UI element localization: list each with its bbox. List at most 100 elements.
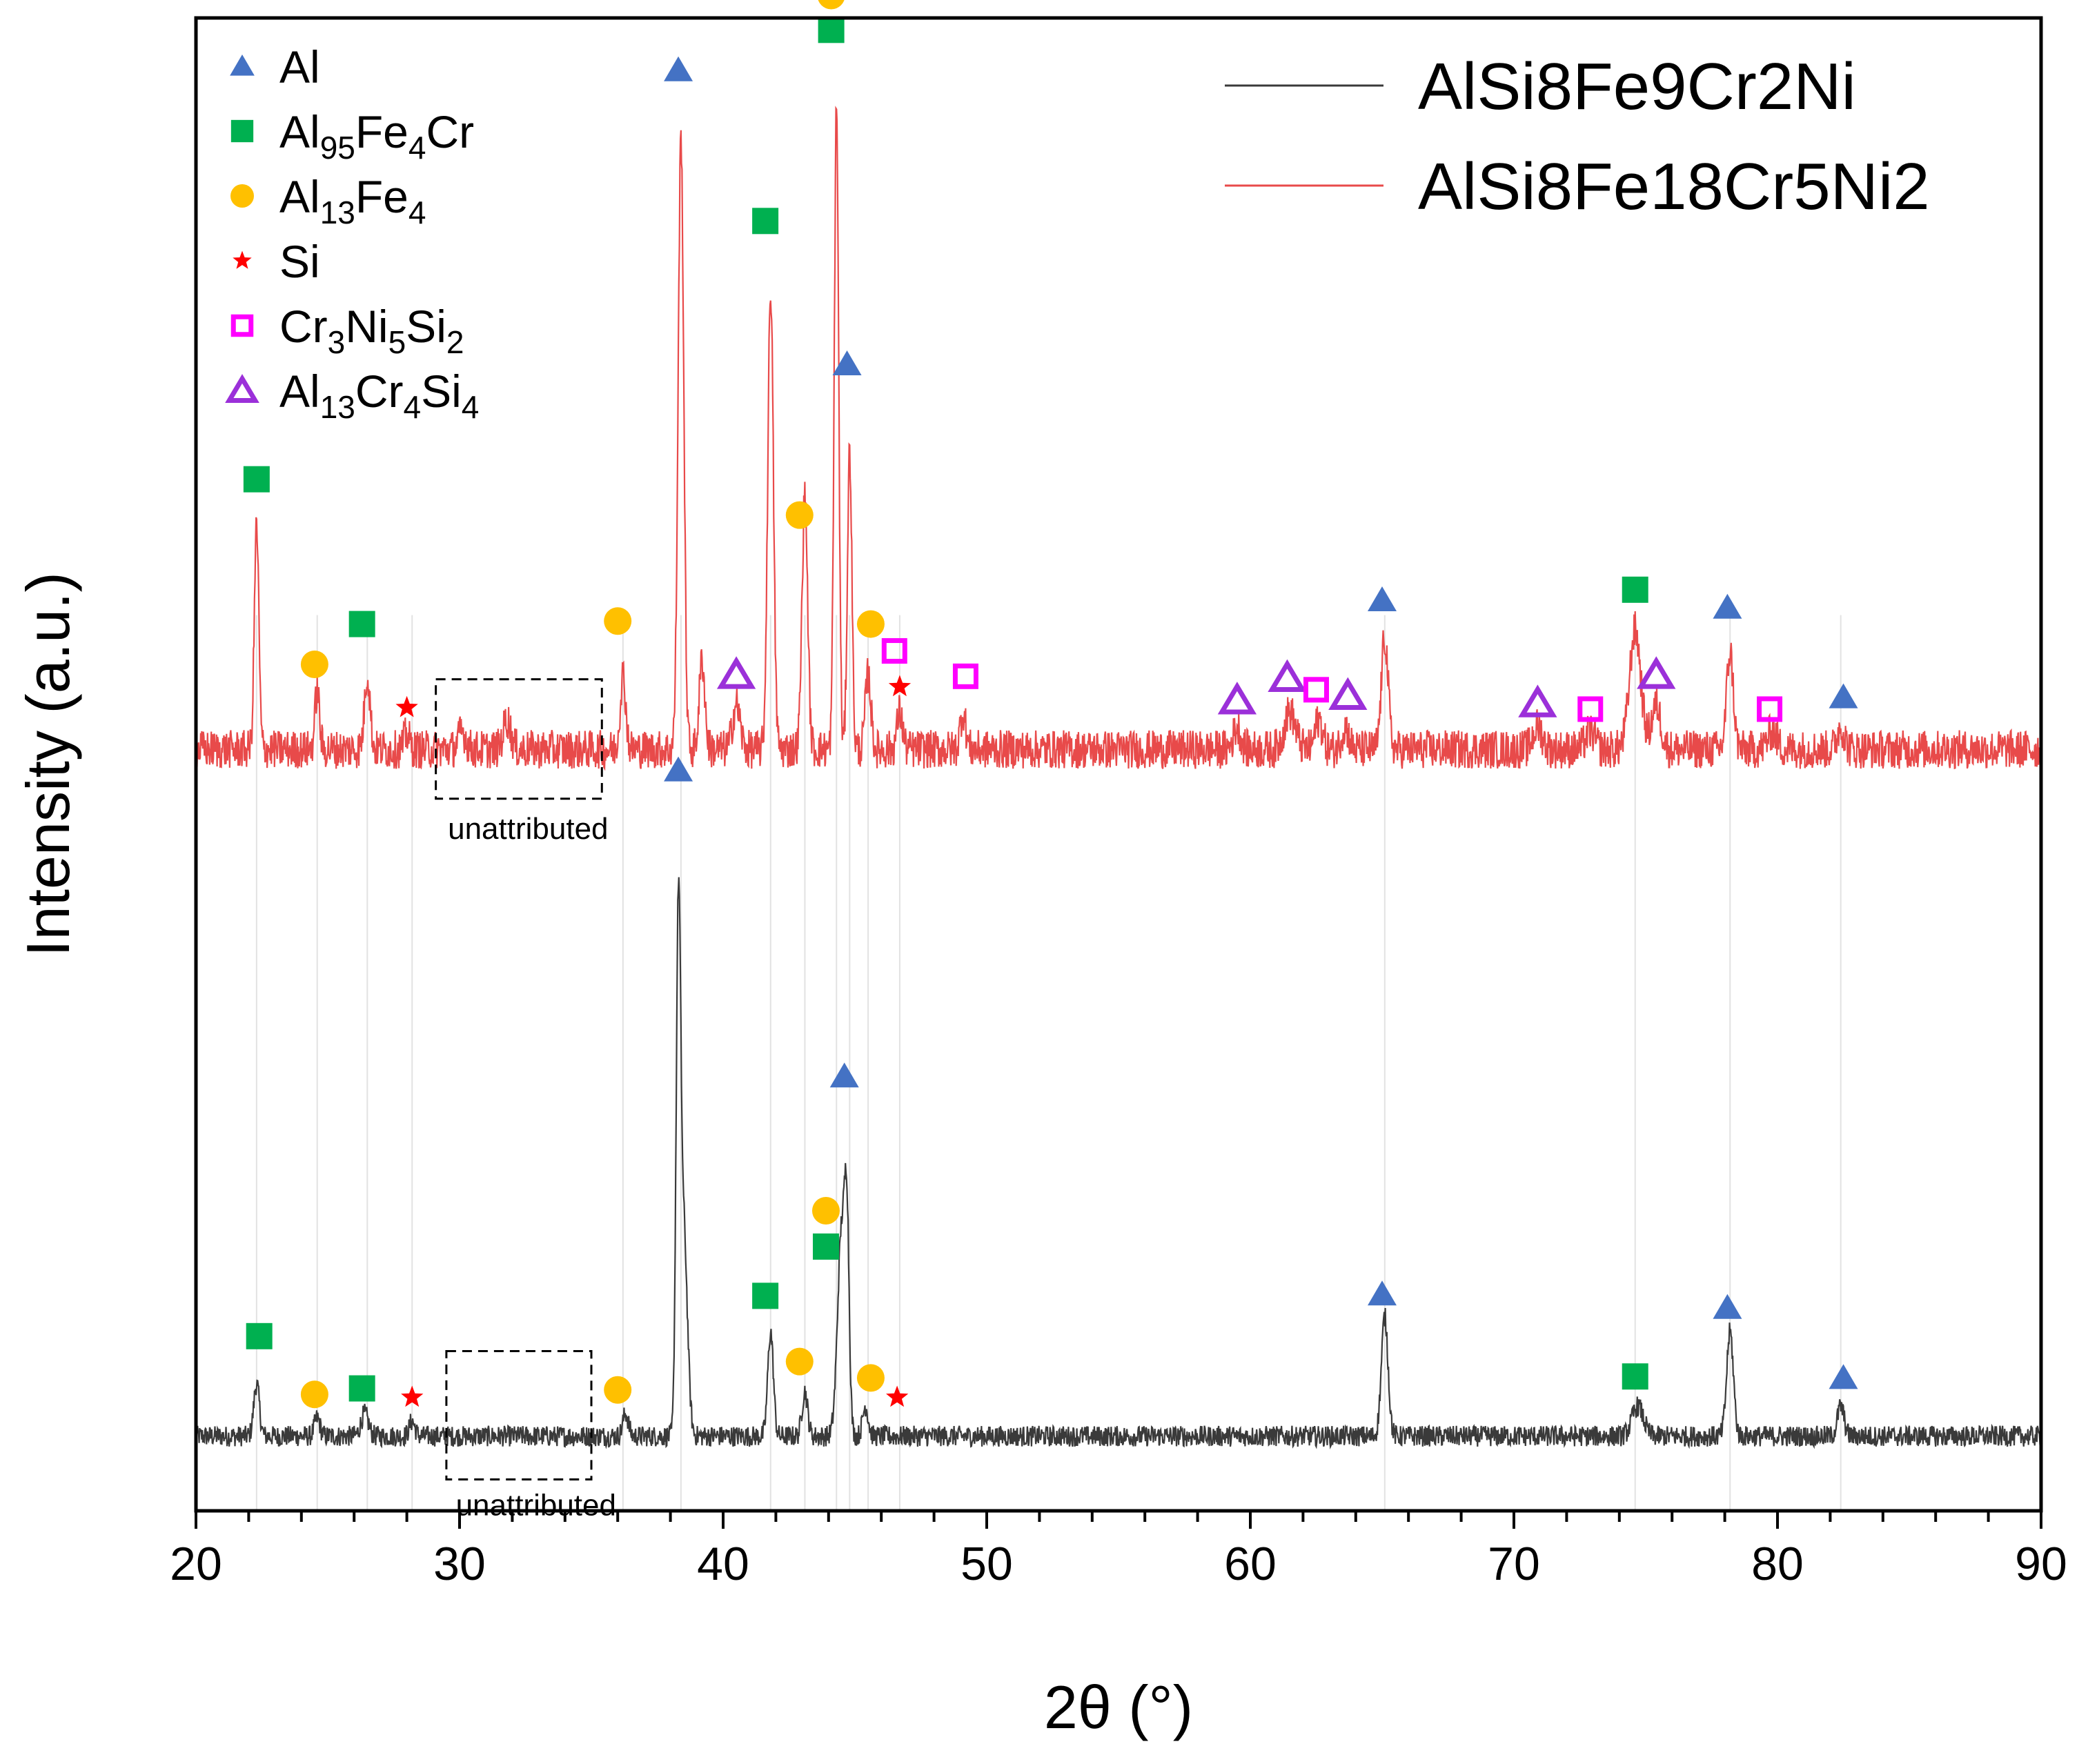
legend-subscript: 13	[320, 195, 355, 230]
annotation-label: unattributed	[456, 1488, 616, 1522]
y-axis-title: Intensity (a.u.)	[14, 572, 82, 957]
phase-markers	[243, 0, 1858, 1409]
open-triangle-marker	[1268, 659, 1307, 692]
circle-marker	[811, 1197, 840, 1225]
legend-label: Cr3Ni5Si2	[279, 301, 464, 360]
series-line	[195, 877, 2042, 1449]
triangle-marker	[1368, 586, 1397, 611]
x-tick-label: 30	[433, 1538, 486, 1590]
circle-marker	[856, 1364, 885, 1392]
open-triangle-marker	[1637, 656, 1676, 689]
circle-marker	[604, 607, 632, 635]
legend-text-part: Al	[279, 106, 320, 157]
legend-subscript: 4	[404, 389, 422, 425]
legend-subscript: 4	[408, 130, 426, 166]
legend-subscript: 2	[446, 324, 464, 360]
circle-marker	[785, 1347, 814, 1376]
square-marker	[348, 1375, 375, 1402]
legend-subscript: 5	[388, 324, 406, 360]
series-legend-label: AlSi8Fe18Cr5Ni2	[1418, 150, 1930, 224]
x-tick-label: 60	[1224, 1538, 1277, 1590]
legend-text-part: Cr	[279, 301, 328, 352]
circle-marker	[230, 184, 254, 208]
legend-text-part: Cr	[426, 106, 474, 157]
legend-label: Al	[279, 41, 320, 92]
x-tick-label: 90	[2015, 1538, 2067, 1590]
legend-subscript: 95	[320, 130, 355, 166]
circle-marker	[856, 610, 885, 638]
series-legend: AlSi8Fe9Cr2Ni AlSi8Fe18Cr5Ni2	[1225, 50, 1930, 224]
triangle-marker	[1829, 1364, 1858, 1389]
triangle-marker	[1713, 1294, 1742, 1319]
open-square-marker	[1303, 677, 1329, 703]
circle-marker	[604, 1376, 632, 1404]
legend-text-part: Al	[279, 41, 320, 92]
open-square-marker	[1577, 696, 1604, 722]
legend-text-part: Fe	[355, 171, 408, 222]
square-marker	[1622, 1363, 1648, 1390]
square-marker	[818, 17, 845, 43]
triangle-marker	[664, 756, 693, 782]
star-marker	[395, 695, 418, 717]
triangle-marker	[1829, 683, 1858, 708]
series-layer	[195, 106, 2042, 1449]
open-square-marker	[881, 638, 907, 664]
square-marker	[246, 1322, 273, 1349]
series-line	[195, 106, 2042, 771]
legend-label: Al13Cr4Si4	[279, 366, 479, 425]
star-marker	[888, 675, 912, 697]
open-square-marker	[952, 663, 978, 689]
star-marker	[401, 1385, 424, 1407]
legend-text-part: Cr	[355, 366, 404, 417]
annotations: unattributed unattributed	[435, 678, 616, 1522]
annotation-label: unattributed	[448, 812, 608, 846]
circle-marker	[300, 1380, 328, 1409]
square-marker	[752, 208, 779, 235]
legend-text-part: Si	[406, 301, 446, 352]
plot-frame	[194, 16, 2043, 1513]
legend-text-part: Ni	[345, 301, 388, 352]
legend-label: Al13Fe4	[279, 171, 426, 230]
open-triangle-marker	[1518, 684, 1557, 717]
circle-marker	[785, 501, 814, 529]
annotation-box	[435, 678, 603, 800]
x-tick-label: 70	[1488, 1538, 1540, 1590]
legend-label: Al95Fe4Cr	[279, 106, 474, 166]
legend-subscript: 3	[328, 324, 346, 360]
triangle-marker	[664, 56, 693, 81]
triangle-marker	[230, 54, 255, 76]
x-tick-label: 20	[170, 1538, 222, 1590]
open-square-marker	[1757, 696, 1783, 722]
star-marker	[233, 250, 252, 269]
square-marker	[230, 119, 254, 143]
legend-text-part: Si	[279, 236, 320, 287]
circle-marker	[818, 0, 845, 10]
annotation-box	[445, 1349, 593, 1481]
legend-subscript: 4	[462, 389, 480, 425]
series-legend-label: AlSi8Fe9Cr2Ni	[1418, 50, 1856, 123]
open-triangle-marker	[716, 656, 756, 689]
circle-marker	[300, 651, 328, 679]
square-marker	[348, 611, 375, 637]
legend-text-part: Al	[279, 366, 320, 417]
open-triangle-marker	[1217, 682, 1257, 715]
square-marker	[243, 466, 270, 493]
legend-text-part: Al	[279, 171, 320, 222]
triangle-marker	[829, 1062, 859, 1088]
open-triangle-marker	[1328, 677, 1368, 710]
star-marker	[886, 1385, 909, 1407]
square-marker	[752, 1282, 779, 1309]
square-marker	[812, 1233, 839, 1260]
x-tick-label: 40	[697, 1538, 749, 1590]
legend-text-part: Fe	[355, 106, 408, 157]
x-axis-ticks: 20 30 40 50 60 70 80 90	[170, 1511, 2067, 1590]
x-tick-label: 50	[961, 1538, 1013, 1590]
x-tick-label: 80	[1751, 1538, 1804, 1590]
legend-label: Si	[279, 236, 320, 287]
open-square-marker	[230, 314, 254, 337]
legend-subscript: 4	[408, 195, 426, 230]
legend-subscript: 13	[320, 389, 355, 425]
open-triangle-marker	[225, 374, 259, 403]
